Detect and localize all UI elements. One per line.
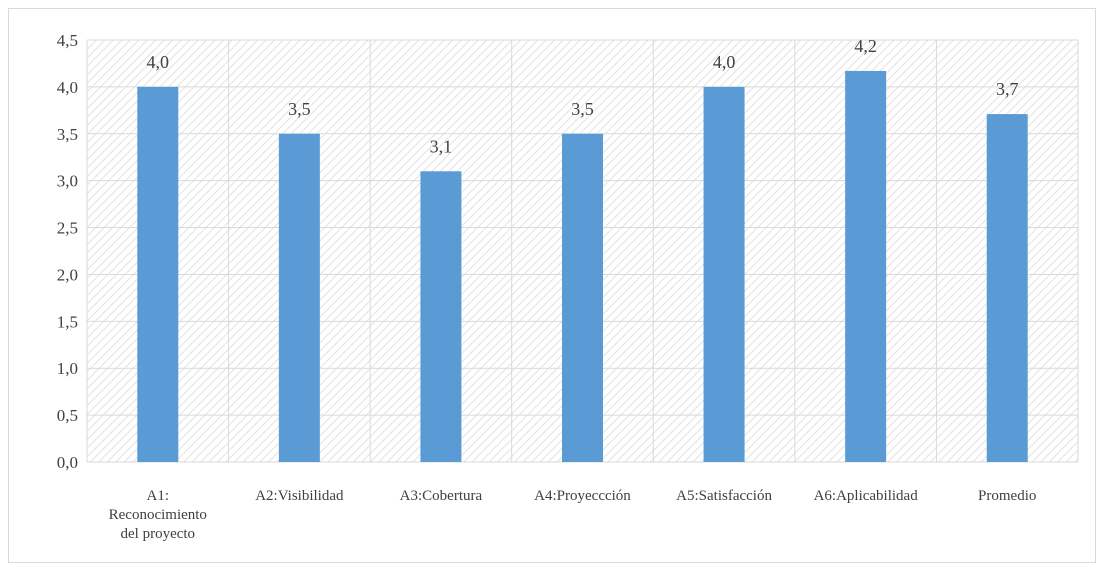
x-category-label: A5:Satisfacción (676, 488, 772, 504)
y-tick-label: 0,0 (57, 453, 78, 472)
y-tick-label: 4,0 (57, 78, 78, 97)
data-label: 3,1 (430, 136, 453, 156)
data-label: 4,0 (713, 52, 736, 72)
x-category-label: Reconocimiento (109, 507, 207, 523)
x-category-label: del proyecto (121, 526, 196, 542)
data-label: 3,7 (996, 79, 1019, 99)
data-label: 4,2 (854, 36, 877, 56)
y-axis: 0,0 0,5 1,0 1,5 2,0 2,5 3,0 3,5 4,0 4,5 (57, 31, 78, 472)
x-category-label: A4:Proyeccción (534, 488, 631, 504)
bar (278, 133, 320, 462)
y-tick-label: 3,5 (57, 125, 78, 144)
data-label: 3,5 (571, 99, 594, 119)
data-label: 3,5 (288, 99, 311, 119)
x-category-label: A1: (147, 488, 170, 504)
x-axis: A1: Reconocimiento del proyecto A2:Visibili… (109, 488, 1037, 542)
y-tick-label: 2,0 (57, 265, 78, 284)
y-tick-label: 3,0 (57, 172, 78, 191)
x-category-label: Promedio (978, 488, 1036, 504)
x-category-label: A3:Cobertura (400, 488, 483, 504)
data-labels: 4,0 3,5 3,1 3,5 4,0 4,2 3,7 (147, 36, 1019, 156)
y-tick-label: 1,5 (57, 312, 78, 331)
x-category-label: A2:Visibilidad (255, 488, 344, 504)
bars (137, 70, 1028, 463)
bar (137, 86, 179, 462)
y-tick-label: 4,5 (57, 31, 78, 50)
bar (562, 133, 603, 462)
bar (703, 86, 745, 462)
data-label: 4,0 (147, 52, 170, 72)
y-tick-label: 1,0 (57, 359, 78, 378)
bar (420, 171, 462, 463)
x-category-label: A6:Aplicabilidad (814, 488, 919, 504)
bar (986, 114, 1028, 462)
bar (845, 70, 887, 463)
y-tick-label: 2,5 (57, 219, 78, 238)
y-tick-label: 0,5 (57, 406, 78, 425)
